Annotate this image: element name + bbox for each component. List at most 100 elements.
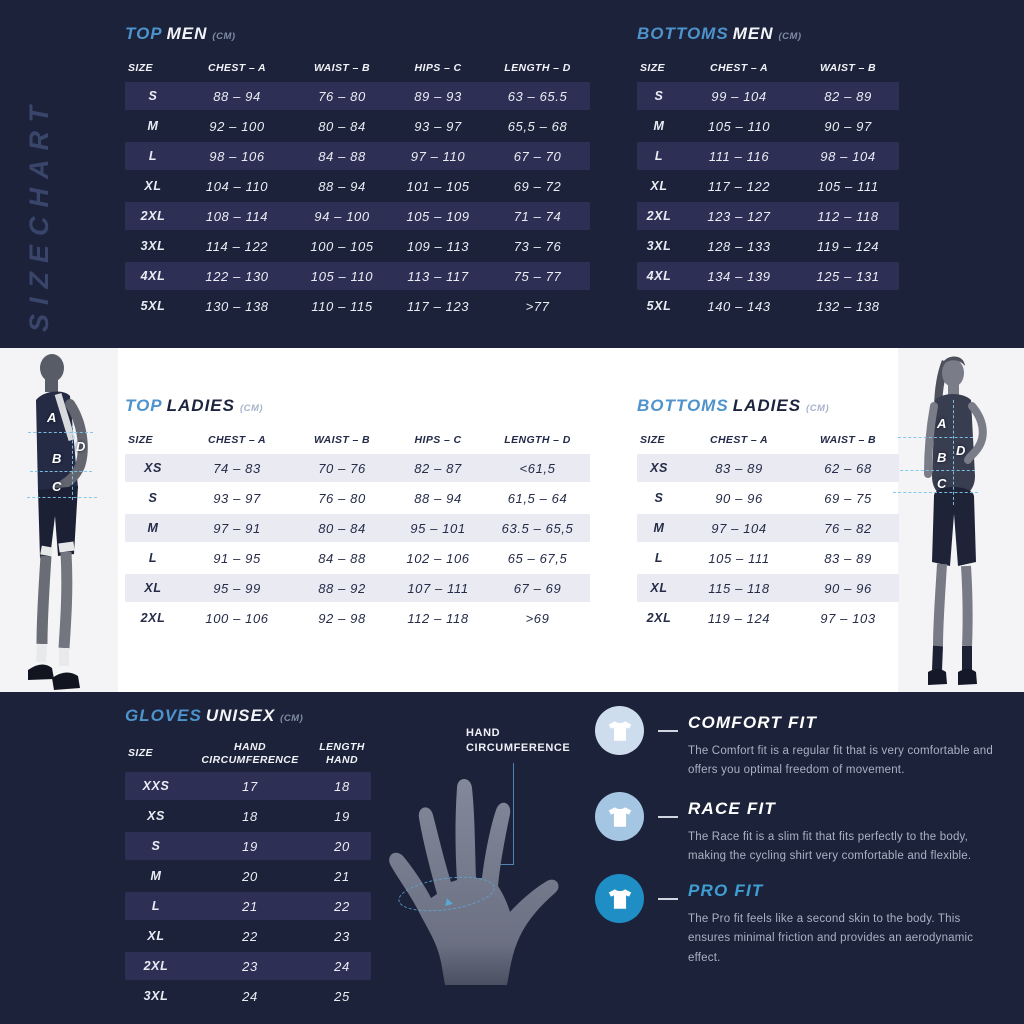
value-cell: 23 <box>334 928 350 944</box>
column-header: CHEST – A <box>207 62 267 75</box>
value-cell: 95 – 99 <box>213 580 261 596</box>
size-cell: XS <box>650 461 668 475</box>
value-cell: 80 – 84 <box>318 520 366 536</box>
race-fit-block: RACE FIT The Race fit is a slim fit that… <box>595 792 990 867</box>
table-title-accent: TOP <box>125 24 163 43</box>
value-cell: 71 – 74 <box>513 208 562 224</box>
size-cell: L <box>148 551 158 565</box>
table-row: XXS 17 18 <box>125 772 371 800</box>
table-row: XL 117 – 122 105 – 111 <box>637 172 899 200</box>
value-cell: 20 <box>242 868 258 884</box>
table-row: L 21 22 <box>125 892 371 920</box>
value-cell: 117 – 122 <box>707 178 771 194</box>
table-row: XS 18 19 <box>125 802 371 830</box>
table-row: 2XL 100 – 106 92 – 98 112 – 118 >69 <box>125 604 590 632</box>
value-cell: 89 – 93 <box>414 88 462 104</box>
value-cell: 105 – 111 <box>708 550 770 566</box>
size-cell: L <box>654 551 664 565</box>
mens-size-section: SIZECHART TOP MEN (CM) SIZE CHEST – A WAIST … <box>0 0 1024 348</box>
value-cell: 20 <box>334 838 350 854</box>
value-cell: 92 – 98 <box>318 610 366 626</box>
table-header-row: SIZE CHEST – A WAIST – B <box>637 428 899 454</box>
bottoms-men-table: BOTTOMS MEN (CM) SIZE CHEST – A WAIST – B S 9… <box>637 24 899 322</box>
man-letter-b: B <box>52 451 62 466</box>
value-cell: 105 – 111 <box>817 178 879 194</box>
value-cell: 102 – 106 <box>406 550 470 566</box>
value-cell: 95 – 101 <box>410 520 466 536</box>
table-row: 3XL 128 – 133 119 – 124 <box>637 232 899 260</box>
value-cell: 130 – 138 <box>205 298 269 314</box>
value-cell: 140 – 143 <box>707 298 771 314</box>
value-cell: 76 – 82 <box>824 520 872 536</box>
size-cell: XL <box>650 179 668 193</box>
pro-fit-description: The Pro fit feels like a second skin to … <box>688 913 974 964</box>
table-row: XL 22 23 <box>125 922 371 950</box>
column-header: LENGTH – D <box>504 62 571 75</box>
race-fit-title: RACE FIT <box>688 799 776 818</box>
value-cell: 70 – 76 <box>318 460 366 476</box>
table-body: XXS 17 18 XS 18 19 S 19 20 M 20 21 L 21 22 XL 22 23 2XL 23 2… <box>125 772 371 1010</box>
woman-hips-line <box>893 492 978 493</box>
value-cell: 113 – 117 <box>407 268 469 284</box>
value-cell: 107 – 111 <box>407 580 469 596</box>
size-cell: S <box>148 89 158 103</box>
size-cell: 2XL <box>646 611 672 625</box>
table-header-row: SIZE CHEST – A WAIST – B <box>637 56 899 82</box>
value-cell: 21 <box>334 868 350 884</box>
table-row: S 99 – 104 82 – 89 <box>637 82 899 110</box>
table-title: TOP MEN (CM) <box>125 24 590 46</box>
value-cell: 90 – 97 <box>824 118 872 134</box>
table-body: XS 83 – 89 62 – 68 S 90 – 96 69 – 75 M 97 – 104… <box>637 454 899 632</box>
value-cell: 83 – 89 <box>715 460 763 476</box>
man-hips-line <box>27 497 97 498</box>
value-cell: 61,5 – 64 <box>507 490 568 506</box>
value-cell: 93 – 97 <box>213 490 261 506</box>
table-row: 5XL 140 – 143 132 – 138 <box>637 292 899 320</box>
table-row: XL 95 – 99 88 – 92 107 – 111 67 – 69 <box>125 574 590 602</box>
value-cell: 19 <box>242 838 258 854</box>
table-unit: (CM) <box>212 31 236 42</box>
value-cell: 90 – 96 <box>824 580 872 596</box>
table-title-main: UNISEX <box>205 706 276 725</box>
value-cell: 97 – 110 <box>410 148 466 164</box>
size-cell: L <box>654 149 664 163</box>
column-header: SIZE <box>128 62 153 75</box>
table-row: 2XL 123 – 127 112 – 118 <box>637 202 899 230</box>
value-cell: 110 – 115 <box>311 298 373 314</box>
table-title: BOTTOMS LADIES (CM) <box>637 396 899 418</box>
value-cell: 22 <box>334 898 350 914</box>
man-letter-c: C <box>52 479 62 494</box>
man-length-line <box>72 425 73 500</box>
table-row: 4XL 134 – 139 125 – 131 <box>637 262 899 290</box>
bottoms-ladies-table: BOTTOMS LADIES (CM) SIZE CHEST – A WAIST – B… <box>637 396 899 634</box>
table-row: XS 74 – 83 70 – 76 82 – 87 <61,5 <box>125 454 590 482</box>
size-cell: 4XL <box>646 269 672 283</box>
table-row: L 98 – 106 84 – 88 97 – 110 67 – 70 <box>125 142 590 170</box>
pro-fit-block: PRO FIT The Pro fit feels like a second … <box>595 874 990 968</box>
woman-letter-a: A <box>937 416 947 431</box>
size-cell: XL <box>144 179 162 193</box>
table-row: 4XL 122 – 130 105 – 110 113 – 117 75 – 77 <box>125 262 590 290</box>
value-cell: 92 – 100 <box>209 118 265 134</box>
pro-fit-title: PRO FIT <box>688 881 764 900</box>
size-cell: XL <box>144 581 162 595</box>
value-cell: 18 <box>242 808 258 824</box>
woman-waist-line <box>895 470 975 471</box>
man-model-photo <box>28 354 88 690</box>
value-cell: 83 – 89 <box>824 550 872 566</box>
table-title-accent: TOP <box>125 396 163 415</box>
table-row: M 92 – 100 80 – 84 93 – 97 65,5 – 68 <box>125 112 590 140</box>
value-cell: 65 – 67,5 <box>507 550 568 566</box>
race-fit-description: The Race fit is a slim fit that fits per… <box>688 831 972 863</box>
hand-leader-line <box>513 763 514 865</box>
size-cell: M <box>653 521 665 535</box>
man-chest-line <box>28 432 93 433</box>
size-cell: XXS <box>142 779 170 793</box>
value-cell: 24 <box>242 988 258 1004</box>
column-header: WAIST – B <box>313 434 371 447</box>
gloves-unisex-table: GLOVES UNISEX (CM) SIZE HAND CIRCUMFERENCE L… <box>125 706 371 1012</box>
value-cell: 119 – 124 <box>707 610 771 626</box>
size-cell: 3XL <box>140 239 166 253</box>
value-cell: 18 <box>334 778 350 794</box>
dash-connector <box>658 816 678 818</box>
